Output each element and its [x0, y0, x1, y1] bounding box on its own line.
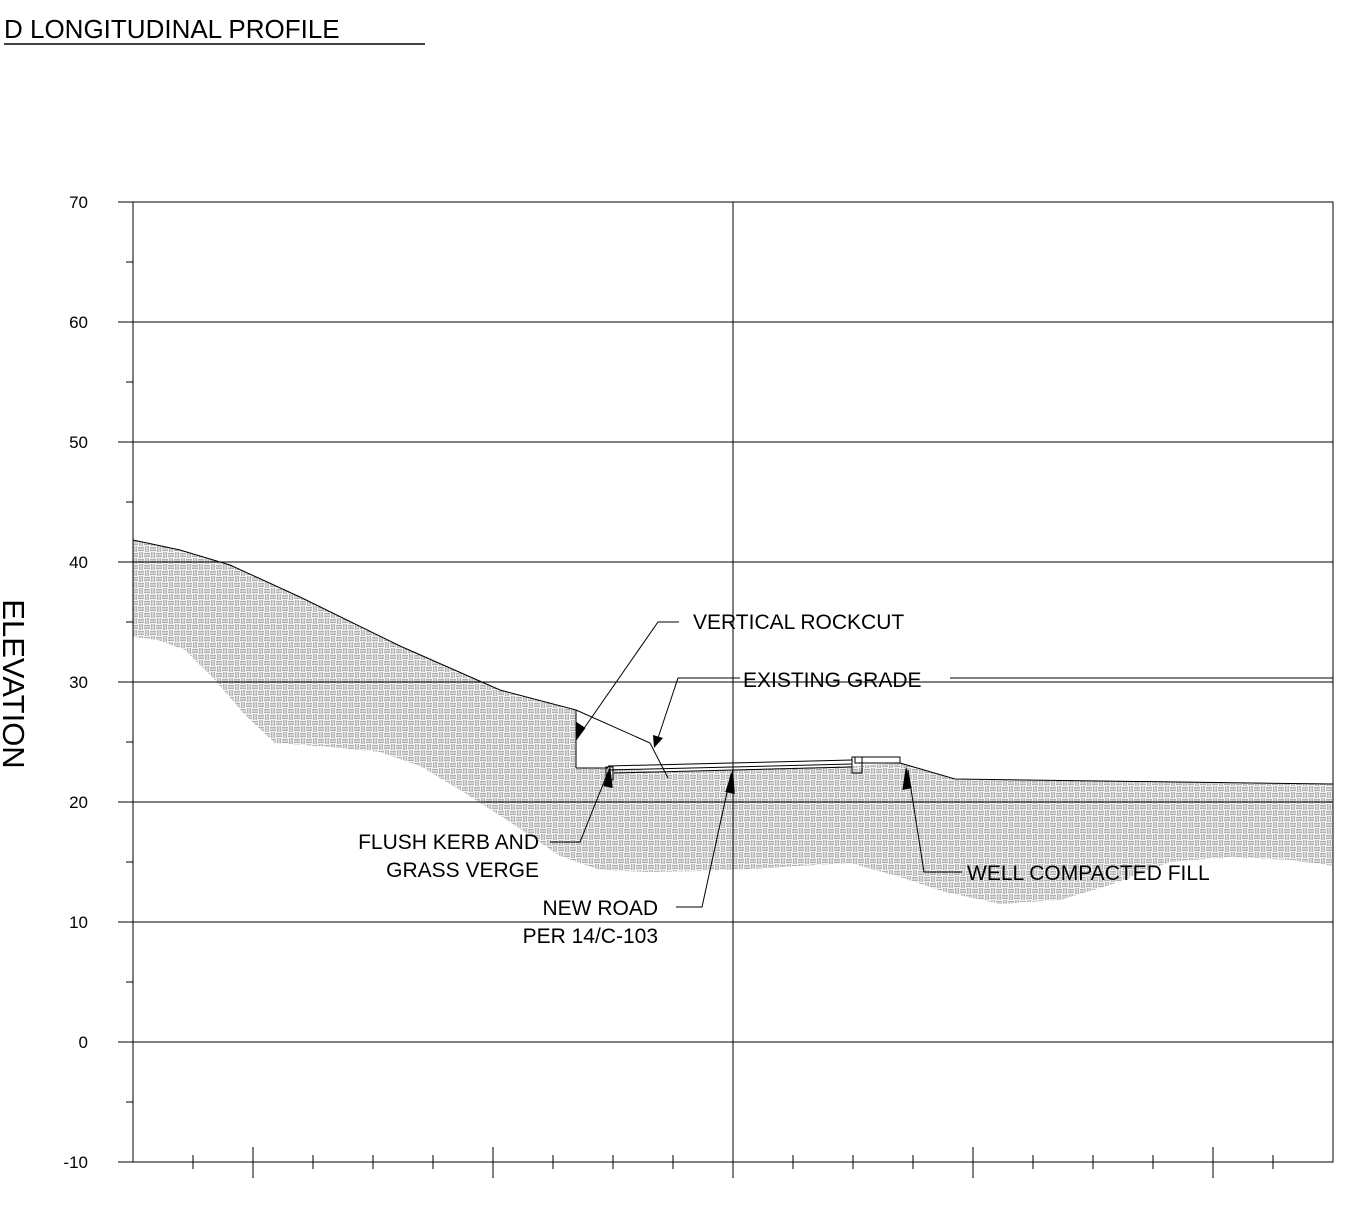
y-tick-label: 60 [69, 313, 88, 332]
y-tick-label: 70 [69, 193, 88, 212]
y-tick-label: -10 [63, 1153, 88, 1172]
y-tick-labels: 70 60 50 40 30 20 10 0 -10 [63, 193, 88, 1172]
y-axis-ticks [118, 201, 133, 1163]
y-tick-label: 40 [69, 553, 88, 572]
drawing-title: D LONGITUDINAL PROFILE [4, 14, 340, 44]
fill-area [133, 540, 1333, 904]
annotation-existing-grade: EXISTING GRADE [743, 669, 922, 692]
existing-grade-line [132, 539, 1334, 785]
annotation-vertical-rockcut: VERTICAL ROCKCUT [693, 611, 904, 634]
annotation-well-compacted-fill: WELL COMPACTED FILL [967, 862, 1210, 885]
y-tick-label: 0 [79, 1033, 88, 1052]
y-tick-label: 50 [69, 433, 88, 452]
annotation-flush-kerb-line2: GRASS VERGE [386, 859, 539, 882]
y-tick-label: 10 [69, 913, 88, 932]
y-axis-title: ELEVATION [0, 599, 31, 768]
y-tick-label: 20 [69, 793, 88, 812]
annotation-new-road-line2: PER 14/C-103 [523, 925, 658, 948]
leader-lines [550, 621, 1333, 908]
annotation-new-road-line1: NEW ROAD [543, 897, 659, 920]
y-tick-label: 30 [69, 673, 88, 692]
leader-arrowheads [576, 722, 912, 794]
x-axis-ticks [192, 1147, 1274, 1178]
annotation-flush-kerb-line1: FLUSH KERB AND [358, 831, 539, 854]
